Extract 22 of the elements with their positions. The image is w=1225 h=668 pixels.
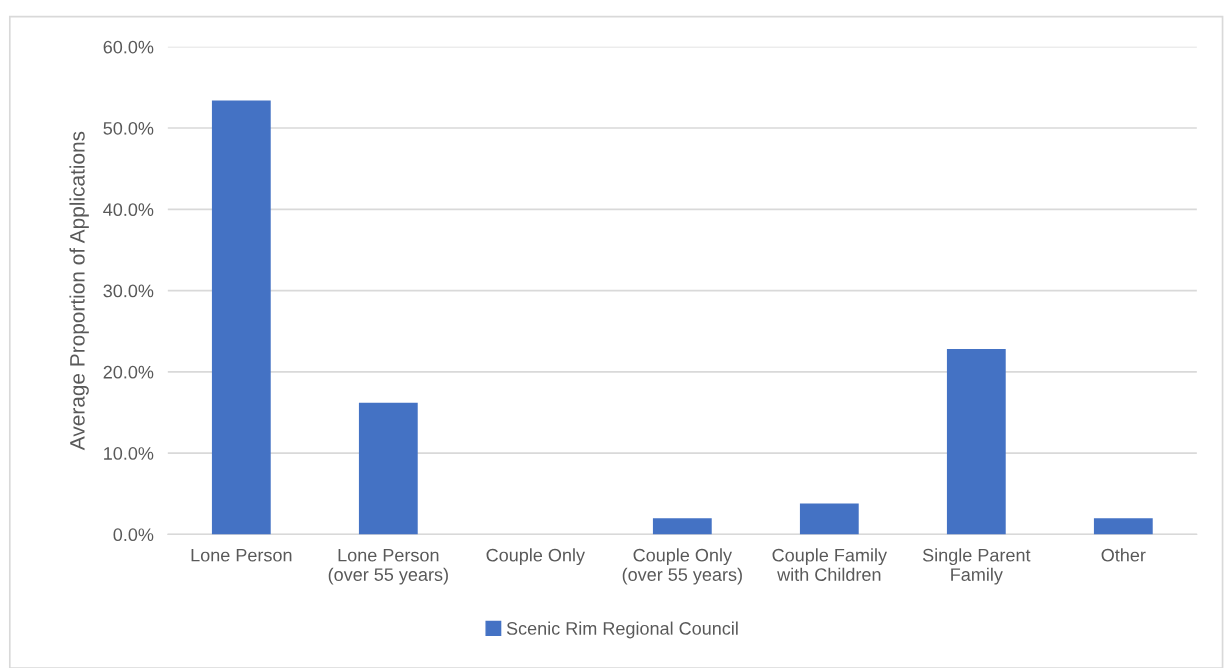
legend-label: Scenic Rim Regional Council bbox=[506, 621, 738, 639]
bar bbox=[1093, 518, 1153, 535]
x-tick-label: Couple Only (over 55 years) bbox=[622, 548, 742, 585]
x-tick-label: Couple Family with Children bbox=[772, 548, 887, 581]
y-tick-label: 30.0% bbox=[103, 284, 154, 298]
x-tick-label: Lone Person (over 55 years) bbox=[328, 548, 448, 585]
y-tick-label: 20.0% bbox=[103, 365, 154, 379]
bar bbox=[946, 349, 1006, 535]
y-tick-label: 40.0% bbox=[103, 203, 154, 217]
x-tick-label: Couple Only bbox=[486, 548, 585, 566]
y-tick-label: 60.0% bbox=[103, 40, 154, 54]
y-tick-label: 0.0% bbox=[113, 528, 154, 542]
bar bbox=[652, 518, 712, 535]
y-tick-label: 50.0% bbox=[103, 121, 154, 135]
y-axis-title: Average Proportion of Applications bbox=[69, 131, 89, 451]
bar bbox=[799, 503, 859, 535]
x-tick-label: Lone Person bbox=[191, 548, 292, 562]
x-tick-label: Other bbox=[1101, 548, 1146, 562]
bar bbox=[211, 100, 271, 535]
bar bbox=[358, 402, 418, 535]
y-tick-label: 10.0% bbox=[104, 447, 154, 460]
x-tick-label: Single Parent Family bbox=[922, 548, 1031, 585]
